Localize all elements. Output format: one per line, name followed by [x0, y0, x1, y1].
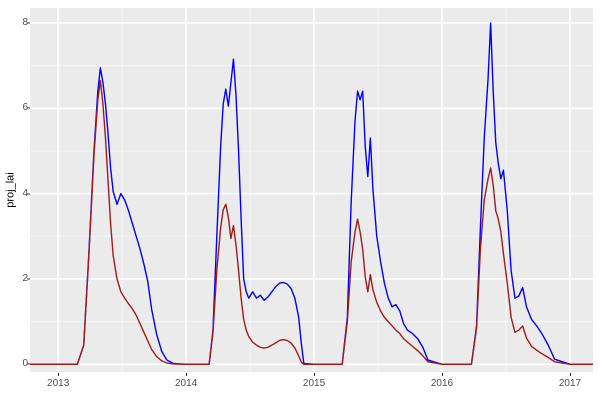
y-tick-mark: [27, 107, 30, 109]
y-tick-mark: [27, 278, 30, 280]
y-tick-label: 0: [22, 358, 28, 370]
y-tick-label: 2: [22, 272, 28, 284]
x-tick-label: 2017: [558, 378, 582, 389]
x-tick-mark: [58, 373, 60, 376]
data-line-blue-series: [30, 22, 593, 366]
x-tick-mark: [569, 373, 571, 376]
plot-lines-svg: [30, 8, 593, 372]
x-tick-label: 2016: [430, 378, 454, 389]
y-tick-mark: [27, 193, 30, 195]
data-line-red-series: [30, 79, 593, 366]
x-tick-label: 2015: [302, 378, 326, 389]
x-tick-mark: [314, 373, 316, 376]
plot-panel: [30, 8, 593, 372]
x-tick-mark: [442, 373, 443, 376]
y-tick-label: 8: [22, 16, 28, 28]
y-tick-label: 6: [22, 102, 28, 114]
x-tick-mark: [186, 373, 188, 376]
y-tick-label: 4: [22, 187, 28, 199]
x-tick-label: 2014: [174, 378, 198, 389]
y-tick-mark: [27, 363, 30, 365]
x-tick-label: 2013: [47, 378, 70, 389]
y-tick-mark: [27, 22, 30, 24]
